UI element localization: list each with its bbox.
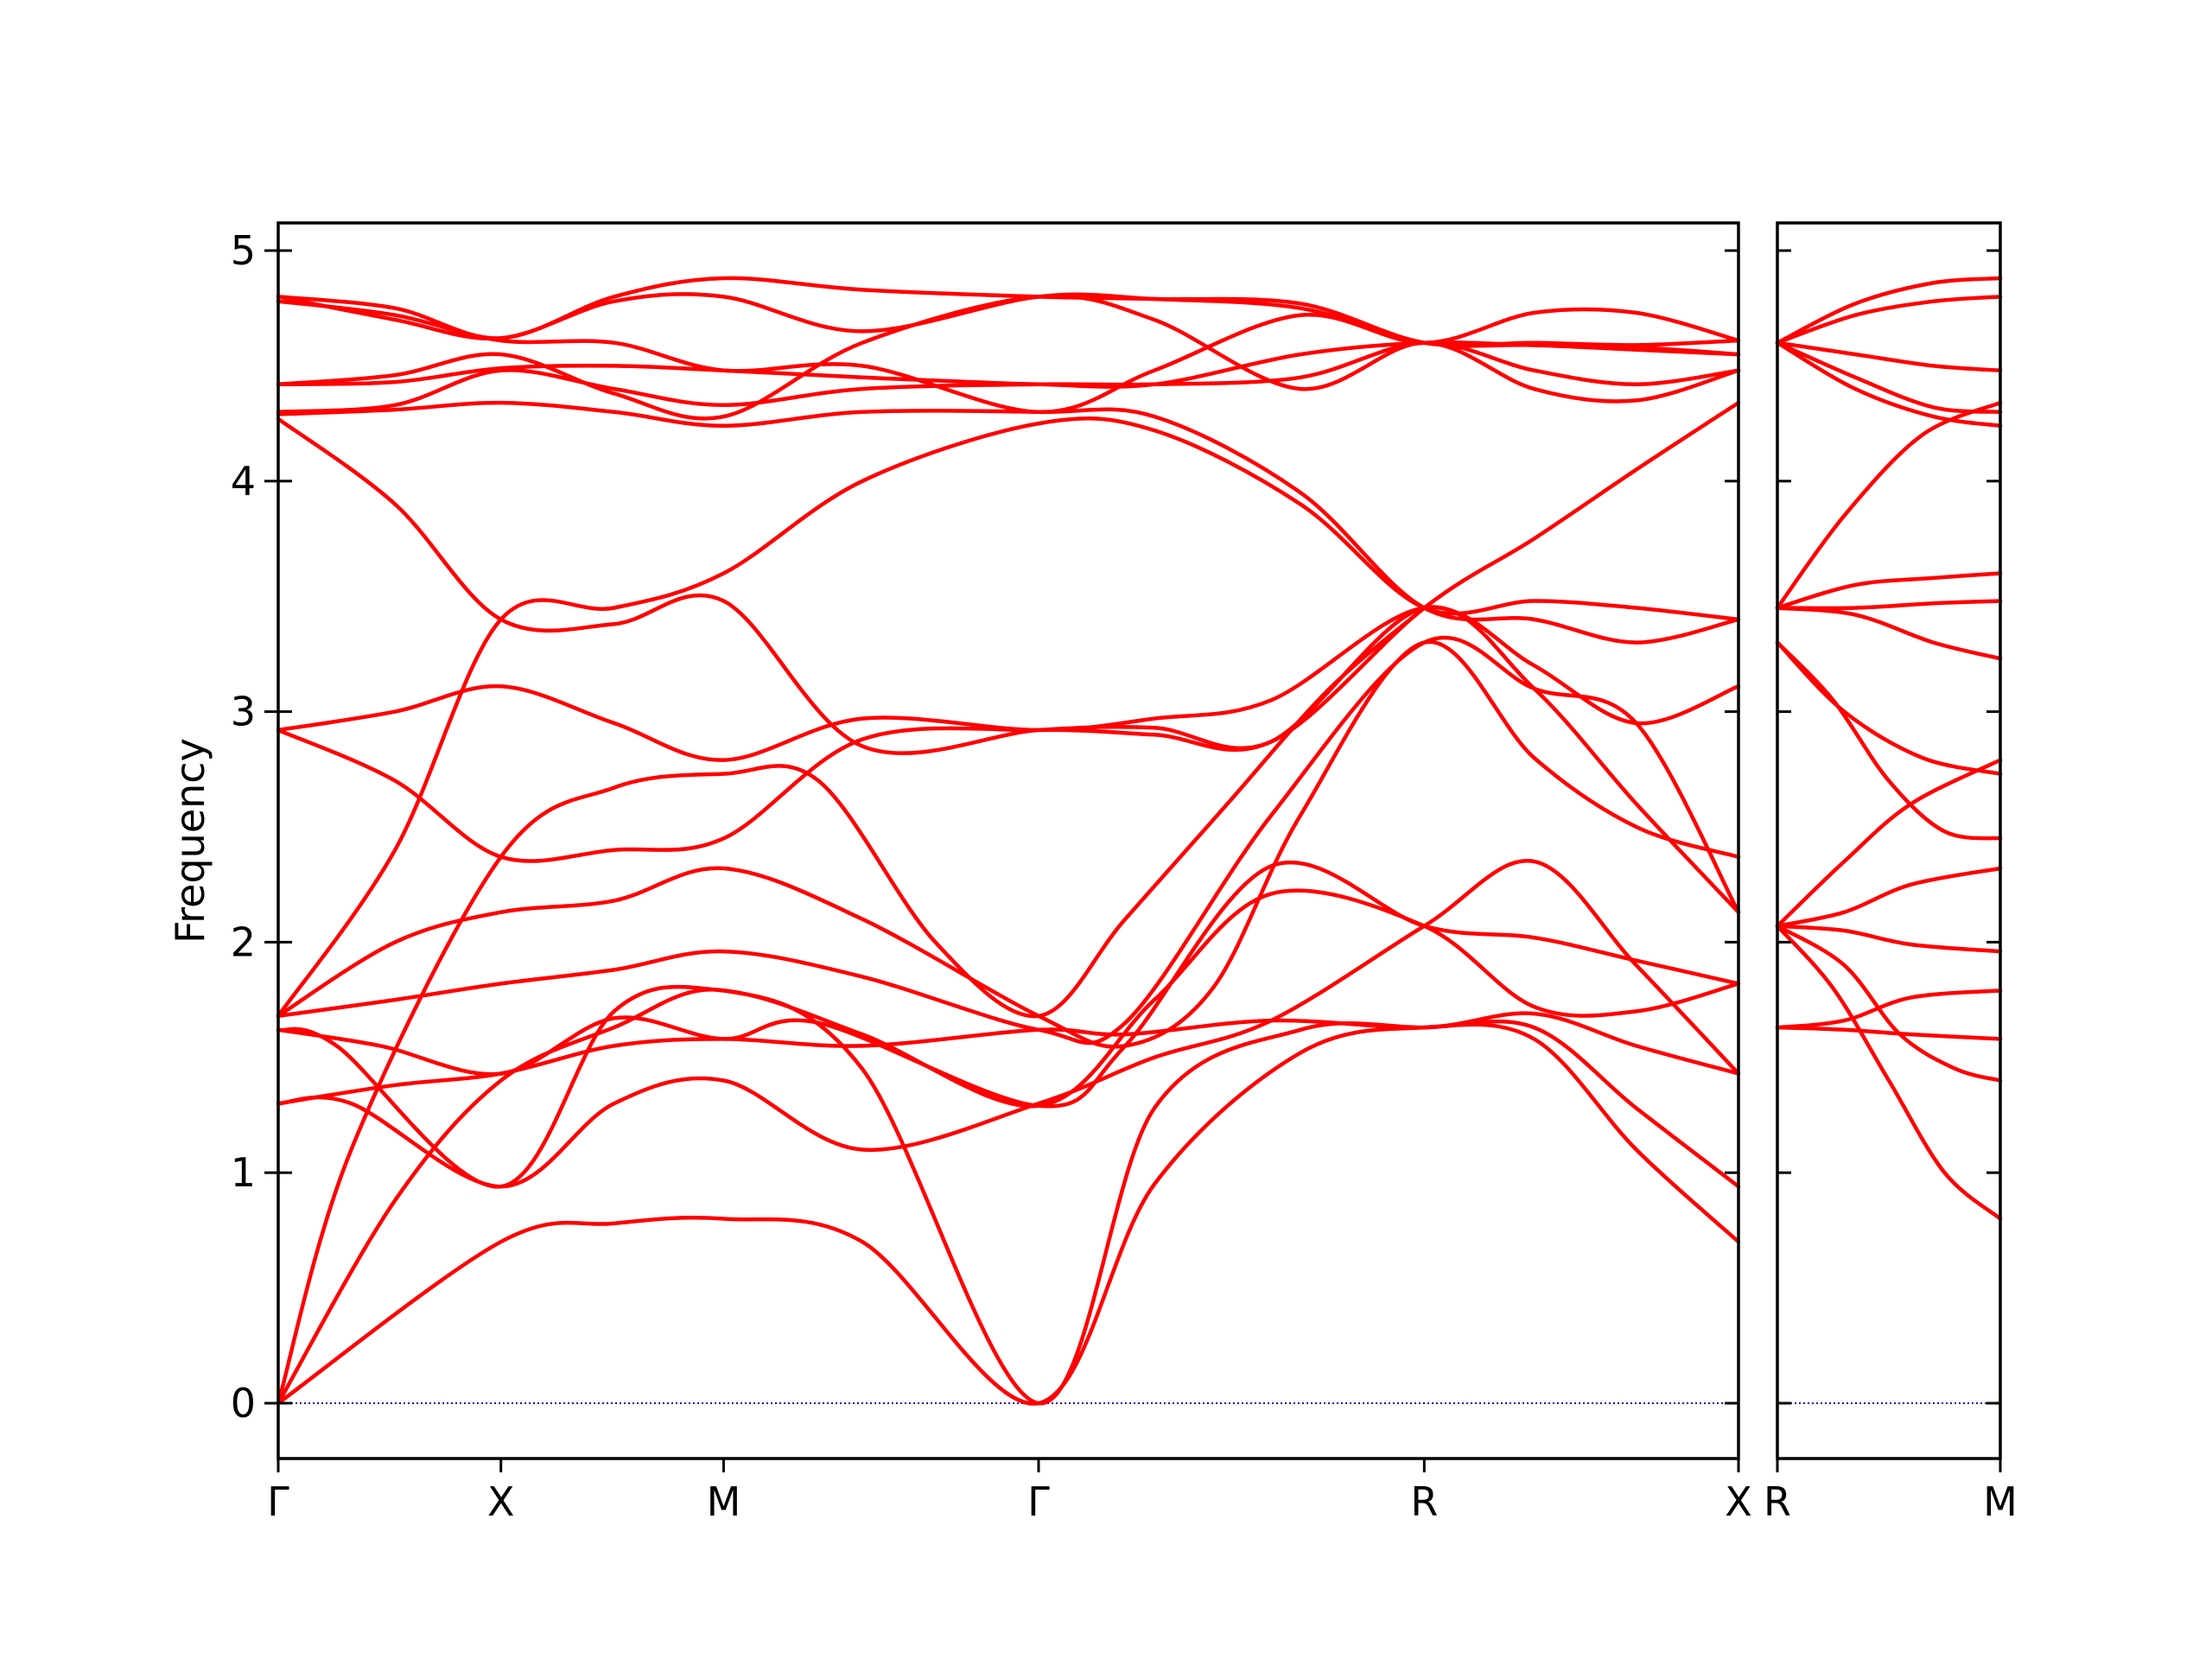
x-tick-label: R <box>1764 1478 1791 1525</box>
band-0-11 <box>276 605 1741 914</box>
band-1-15 <box>1775 340 2003 372</box>
x-tick-label: Γ <box>267 1478 289 1525</box>
band-1-12 <box>1775 400 2003 610</box>
x-tick-label: M <box>1983 1478 2018 1525</box>
y-tick-label: 4 <box>231 458 256 505</box>
band-0-0 <box>276 1022 1741 1406</box>
band-0-7 <box>276 639 1741 1049</box>
band-1-9 <box>1775 599 2003 611</box>
band-1-5 <box>1775 866 2003 928</box>
band-0-18 <box>276 292 1741 357</box>
band-0-12 <box>276 400 1741 755</box>
band-0-4 <box>276 1011 1741 1106</box>
band-0-1 <box>276 987 1741 1406</box>
band-0-15 <box>276 340 1741 389</box>
band-1-2 <box>1775 1025 2003 1041</box>
band-1-4 <box>1775 924 2003 954</box>
band-0-2 <box>276 606 1427 1406</box>
band-1-7 <box>1775 640 2003 841</box>
y-axis-label: Frequency <box>167 738 213 944</box>
x-tick-label: M <box>707 1478 741 1525</box>
plot-frame <box>276 221 1740 1460</box>
y-tick-label: 1 <box>231 1149 256 1196</box>
main-panel: Γ X M Γ R X 0 1 2 3 4 5 <box>231 221 1752 1525</box>
x-tick-label: R <box>1410 1478 1438 1525</box>
band-0-10 <box>276 605 1741 762</box>
band-1-14 <box>1775 340 2003 415</box>
band-1-13 <box>1775 340 2003 429</box>
band-0-6 <box>276 888 1741 1189</box>
band-0-8 <box>276 635 1741 1046</box>
band-0-9 <box>276 416 1741 1019</box>
x-tick-label: X <box>1725 1478 1752 1525</box>
band-1-3 <box>1775 988 2003 1030</box>
band-1-11 <box>1775 571 2003 610</box>
band-1-1 <box>1775 924 2003 1083</box>
band-0-13 <box>276 400 1741 645</box>
y-tick-label: 3 <box>231 689 256 735</box>
band-0-17 <box>276 299 1741 415</box>
x-tick-label: X <box>487 1478 515 1525</box>
band-1-16 <box>1775 295 2003 345</box>
band-1-10 <box>1775 606 2003 661</box>
band-1-0 <box>1775 924 2003 1221</box>
y-tick-label: 5 <box>231 227 256 274</box>
band-0-19 <box>276 276 1741 348</box>
band-1-8 <box>1775 640 2003 776</box>
band-1-17 <box>1775 276 2003 345</box>
x-tick-label: Γ <box>1027 1478 1050 1525</box>
band-1-6 <box>1775 758 2003 928</box>
y-tick-label: 2 <box>231 918 256 965</box>
y-tick-label: 0 <box>231 1380 256 1427</box>
plot-frame <box>1776 221 2002 1460</box>
